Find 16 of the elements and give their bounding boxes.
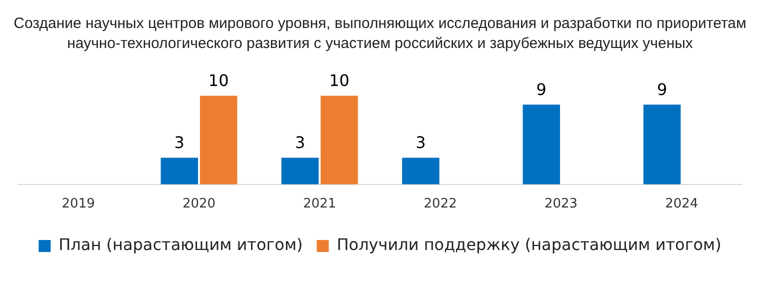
x-tick-label: 2022: [424, 196, 457, 212]
legend-label: Получили поддержку (нарастающим итогом): [336, 235, 722, 254]
data-label: 3: [416, 132, 426, 152]
chart-title: Создание научных центров мирового уровня, выполняющих исследования и разработки по приоритетам научно-технологического развития с участием российских и зарубежных ведущих ученых: [12, 14, 748, 54]
data-label: 9: [656, 80, 668, 99]
data-label: 3: [174, 132, 184, 152]
data-label: 3: [294, 132, 306, 152]
data-label: 10: [208, 70, 229, 90]
legend-label: План (нарастающим итогом): [58, 235, 303, 254]
x-tick-label: 2020: [182, 196, 216, 212]
data-label: 10: [329, 70, 350, 90]
x-tick-label: 2024: [665, 196, 698, 212]
x-tick-label: 2019: [62, 196, 95, 212]
x-tick-label: 2023: [544, 196, 578, 212]
data-label: 9: [536, 80, 546, 99]
x-tick-label: 2021: [303, 196, 336, 212]
